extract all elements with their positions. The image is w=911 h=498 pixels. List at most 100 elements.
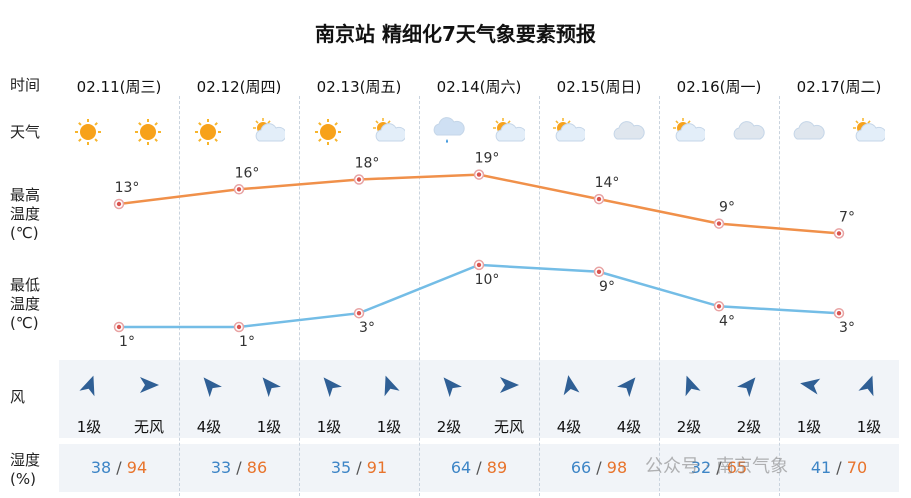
high-temp-point-center [236,187,242,192]
high-temp-label: 18° [355,156,380,172]
humidity-band [59,444,899,492]
high-temp-label: 16° [235,165,260,181]
row-label-low-2: 温度 [10,295,41,313]
date-label: 02.17(周二) [796,78,882,96]
wind-level: 4级 [616,418,642,436]
humidity-high: 94 [126,458,148,477]
sun-icon [191,117,225,147]
high-temp-point-center [716,221,722,226]
rain-cloud-icon [431,117,465,147]
wind-level: 1级 [316,418,342,436]
wind-direction-icon [497,373,521,397]
low-temp-label: 3° [359,320,375,336]
wind-direction-icon [137,373,161,397]
high-temp-point-center [476,172,482,177]
humidity-value: 66 / 98 [539,458,659,477]
wind-band [59,360,899,438]
row-label-humidity: 湿度 (%) [10,451,40,489]
humidity-value: 41 / 70 [779,458,899,477]
high-temp-label: 14° [595,175,620,191]
wind-direction-icon [318,373,342,398]
wind-direction-icon [678,373,702,397]
date-label: 02.15(周日) [556,78,642,96]
row-label-high-1: 最高 [10,186,41,204]
high-temp-point-center [116,201,122,207]
humidity-high: 86 [246,458,268,477]
low-temp-label: 9° [599,279,615,295]
humidity-value: 64 / 89 [419,458,539,477]
sun-icon [131,117,165,147]
high-temp-point-center [596,196,602,202]
humidity-high: 98 [606,458,628,477]
row-label-high-2: 温度 [10,205,41,223]
wind-direction-icon [257,373,281,398]
high-temp-label: 7° [839,209,855,225]
wind-level: 1级 [376,418,402,436]
low-temp-label: 10° [475,272,500,288]
row-label-humidity-1: 湿度 [10,451,41,469]
humidity-high: 65 [726,458,748,477]
partly-cloudy-icon [551,117,587,147]
humidity-separator: / [711,458,727,477]
row-label-low-1: 最低 [10,276,41,294]
wind-level: 4级 [556,418,582,436]
low-temp-point-center [596,269,602,274]
humidity-separator: / [111,458,127,477]
cloud-icon [731,117,765,147]
wind-direction-icon [857,373,881,397]
humidity-value: 32 / 65 [659,458,779,477]
humidity-low: 38 [90,458,112,477]
low-temp-label: 1° [119,334,135,350]
wind-level: 2级 [676,418,702,436]
sun-icon [71,117,105,147]
humidity-value: 33 / 86 [179,458,299,477]
wind-level: 2级 [436,418,462,436]
humidity-separator: / [351,458,367,477]
wind-direction-icon [198,373,222,398]
humidity-low: 32 [690,458,712,477]
date-label: 02.13(周五) [316,78,402,96]
row-label-high-3: (℃) [10,224,39,242]
date-label: 02.14(周六) [436,78,522,96]
low-temp-label: 1° [239,334,255,350]
column-separator [539,96,540,496]
low-temp-point-center [476,262,482,268]
humidity-high: 70 [846,458,868,477]
humidity-low: 64 [450,458,472,477]
low-temp-point-center [716,304,722,309]
wind-direction-icon [558,373,582,397]
high-temp-label: 9° [719,200,735,216]
column-separator [419,96,420,496]
row-label-low-3: (℃) [10,314,39,332]
column-separator [659,96,660,496]
partly-cloudy-icon [671,117,707,147]
date-label: 02.16(周一) [676,78,762,96]
column-separator [779,96,780,496]
row-label-wind: 风 [10,388,26,406]
high-temp-label: 19° [475,151,500,167]
column-separator [299,96,300,496]
cloud-icon [791,117,825,147]
high-temp-point-center [356,177,362,182]
row-label-high: 最高 温度 (℃) [10,186,40,243]
wind-level: 1级 [76,418,102,436]
humidity-separator: / [831,458,847,477]
humidity-separator: / [471,458,487,477]
wind-direction-icon [737,373,761,398]
high-temp-point-center [836,231,842,236]
wind-direction-icon [798,373,822,397]
wind-level: 无风 [133,418,164,436]
low-temp-label: 4° [719,313,735,329]
low-temp-label: 3° [839,320,855,336]
wind-level: 1级 [856,418,882,436]
humidity-low: 41 [810,458,832,477]
humidity-separator: / [591,458,607,477]
humidity-value: 35 / 91 [299,458,419,477]
wind-direction-icon [617,373,641,398]
low-temp-point-center [836,311,842,316]
low-temp-point-center [356,311,362,316]
date-label: 02.11(周三) [76,78,162,96]
wind-direction-icon [78,373,102,397]
humidity-high: 89 [486,458,508,477]
